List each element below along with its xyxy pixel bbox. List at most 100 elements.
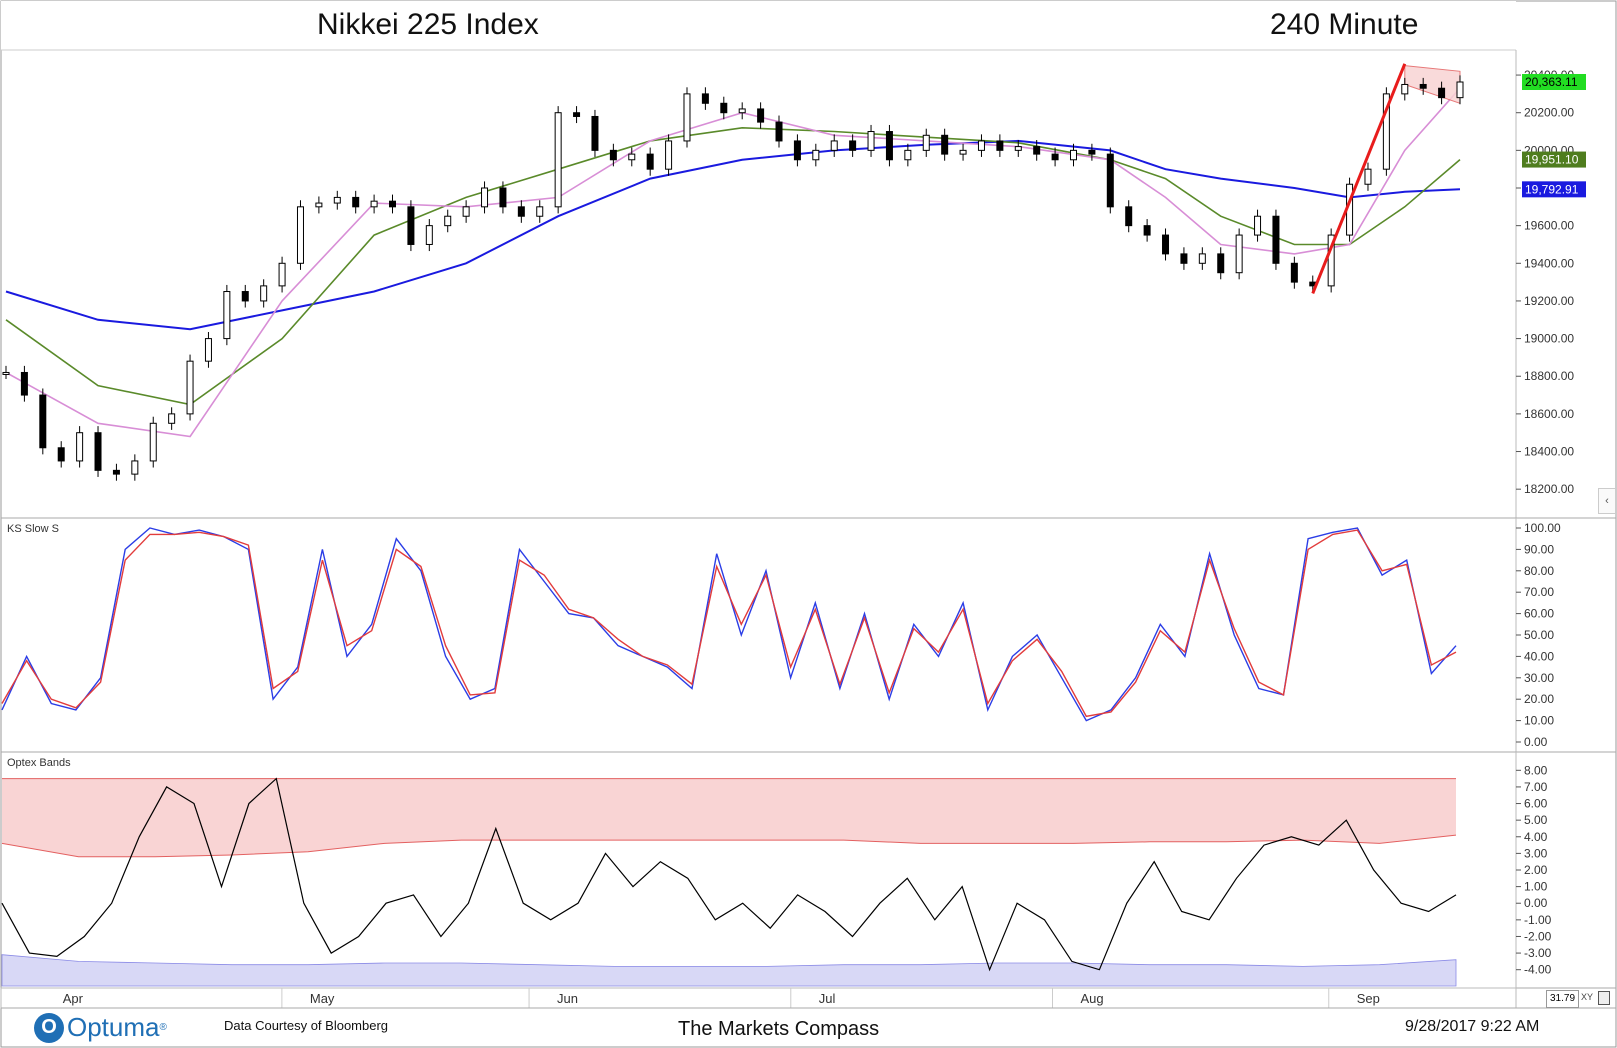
candle-body (260, 285, 268, 302)
candle-body (444, 215, 452, 227)
candle-body (168, 413, 176, 424)
candle-body (204, 338, 212, 362)
candle-body (112, 469, 120, 475)
candle-body (1106, 153, 1114, 208)
candle-body (333, 196, 341, 204)
candle-body (591, 115, 599, 151)
candle-body (646, 153, 654, 170)
candle-body (131, 460, 139, 475)
candle-body (223, 291, 231, 340)
stoch-d-line (1, 529, 1457, 718)
candle-body (462, 206, 470, 217)
optuma-logo-text: Optuma (67, 1012, 160, 1042)
candle-body (1180, 253, 1188, 264)
y-tick-label: 5.00 (1524, 813, 1548, 827)
candle-body (849, 140, 857, 151)
candle-body (352, 196, 360, 208)
x-tick-label: Aug (1081, 991, 1104, 1006)
y-tick-label: 0.00 (1524, 896, 1548, 910)
candle-body (2, 371, 10, 375)
candle-body (867, 131, 875, 151)
lock-icon[interactable] (1598, 991, 1610, 1005)
candle-body (425, 225, 433, 245)
candle-body (573, 112, 581, 117)
candle-body (517, 206, 525, 217)
y-tick-label: 7.00 (1524, 780, 1548, 794)
ks-slow-s-panel: 100.00 90.00 80.00 70.00 60.00 50.00 40.00 30.0… (1, 518, 1616, 753)
candle-body (278, 262, 286, 287)
candle-body (665, 140, 673, 170)
y-tick-label: 20.00 (1524, 692, 1554, 706)
candle-body (1456, 81, 1464, 99)
candle-body (830, 140, 838, 151)
candle-body (315, 202, 323, 208)
candle-body (885, 131, 893, 161)
y-tick-label: 19000.00 (1524, 332, 1574, 346)
candle-body (977, 140, 985, 151)
x-tick-label: Jun (557, 991, 578, 1006)
collapse-panel-button[interactable]: ‹ (1598, 488, 1616, 514)
candle-body (683, 93, 691, 142)
brand-name: The Markets Compass (678, 1018, 880, 1040)
timeframe-label: 240 Minute (1270, 8, 1418, 41)
candle-body (1382, 93, 1390, 170)
candle-body (536, 206, 544, 217)
candle-body (1162, 234, 1170, 255)
y-tick-label: 50.00 (1524, 628, 1554, 642)
candle-body (757, 108, 765, 123)
candle-body (389, 200, 397, 208)
y-tick-label: 80.00 (1524, 564, 1554, 578)
y-tick-label: 18400.00 (1524, 445, 1574, 459)
x-axis-band (0, 987, 1517, 1009)
zoom-level-readout[interactable]: 31.79 (1546, 990, 1580, 1008)
value-label-text: 19,951.10 (1525, 153, 1579, 167)
y-tick-label: 18800.00 (1524, 369, 1574, 383)
optex-oscillator-line (1, 777, 1457, 972)
candle-body (1014, 146, 1022, 151)
value-label-text: 19,792.91 (1525, 182, 1579, 196)
candle-body (1419, 83, 1427, 89)
candle-body (941, 134, 949, 155)
y-tick-label: 2.00 (1524, 863, 1548, 877)
candle-body (1235, 234, 1243, 274)
panel-title: Optex Bands (7, 757, 71, 769)
candle-body (1272, 215, 1280, 264)
ma-mid-line (5, 126, 1461, 406)
value-label-box (1522, 151, 1586, 168)
registered-mark: ® (159, 1022, 167, 1033)
candle-body (1254, 215, 1262, 236)
y-tick-label: 18600.00 (1524, 407, 1574, 421)
candle-body (1125, 206, 1133, 227)
candle-body (996, 140, 1004, 151)
y-tick-label: 3.00 (1524, 846, 1548, 860)
candle-body (1198, 253, 1206, 264)
candle-body (720, 102, 728, 114)
candle-body (1051, 153, 1059, 161)
upper-band-fill (2, 778, 1456, 857)
optuma-logo-mark: O (34, 1012, 64, 1043)
candle-body (959, 149, 967, 155)
candle-body (1364, 168, 1372, 185)
candle-body (20, 371, 28, 396)
candle-body (407, 206, 415, 245)
candle-body (57, 447, 65, 462)
candle-body (1143, 225, 1151, 236)
y-tick-label: 20200.00 (1524, 106, 1574, 120)
y-tick-label: 8.00 (1524, 763, 1548, 777)
candle-body (628, 153, 636, 161)
x-tick-label: Sep (1357, 991, 1380, 1006)
candle-body (76, 432, 84, 462)
candle-body (1069, 149, 1077, 161)
candle-body (481, 187, 489, 208)
y-tick-label: 19200.00 (1524, 294, 1574, 308)
data-source: Data Courtesy of Bloomberg (224, 1018, 389, 1033)
upper-band-line (1, 834, 1457, 858)
y-tick-label: 60.00 (1524, 607, 1554, 621)
title-bar (1, 1, 1516, 50)
xy-icon[interactable]: XY (1581, 992, 1594, 1002)
y-tick-label: 0.00 (1524, 735, 1548, 749)
candle-body (904, 149, 912, 161)
candle-body (296, 206, 304, 264)
